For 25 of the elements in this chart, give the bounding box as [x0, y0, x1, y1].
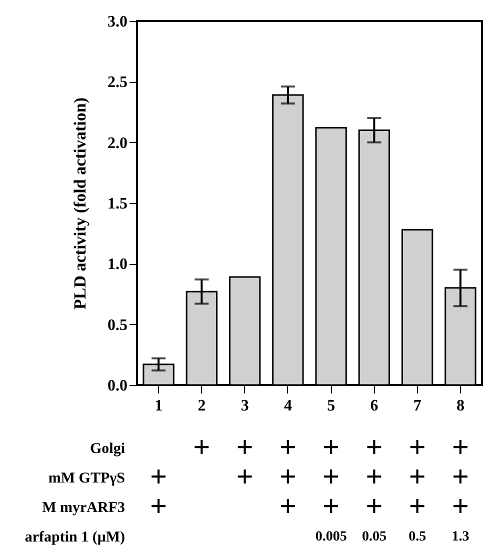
x-tick-label: 4: [284, 398, 292, 414]
y-tick-label: 1.0: [108, 256, 128, 274]
y-tick-label: 0.0: [108, 378, 128, 394]
y-tick-label: 2.5: [108, 74, 128, 92]
y-tick-label: 0.5: [108, 316, 128, 334]
x-tick-label: 3: [240, 398, 249, 414]
x-tick-label: 1: [154, 398, 163, 414]
y-tick-label: 1.5: [108, 196, 128, 212]
text: arfaptin 1 (μM): [24, 530, 125, 546]
text: M myrARF3: [42, 500, 125, 516]
text: 0.005: [315, 530, 347, 544]
y-axis-title: PLD activity (fold activation): [70, 98, 90, 310]
x-tick-label: 8: [456, 398, 464, 414]
x-tick-label: 7: [413, 398, 422, 414]
text: 1.3: [452, 530, 470, 544]
x-tick-label: 5: [327, 398, 336, 414]
text: 0.05: [362, 530, 386, 544]
x-tick-label: 2: [198, 398, 206, 414]
y-tick-label: 3.0: [108, 14, 128, 30]
text: mM GTPγS: [48, 470, 125, 486]
x-tick-label: 6: [370, 398, 378, 414]
y-tick-label: 2.0: [108, 134, 128, 152]
text: Golgi: [90, 441, 125, 457]
text: +: [193, 431, 210, 464]
text: 0.5: [408, 530, 426, 544]
